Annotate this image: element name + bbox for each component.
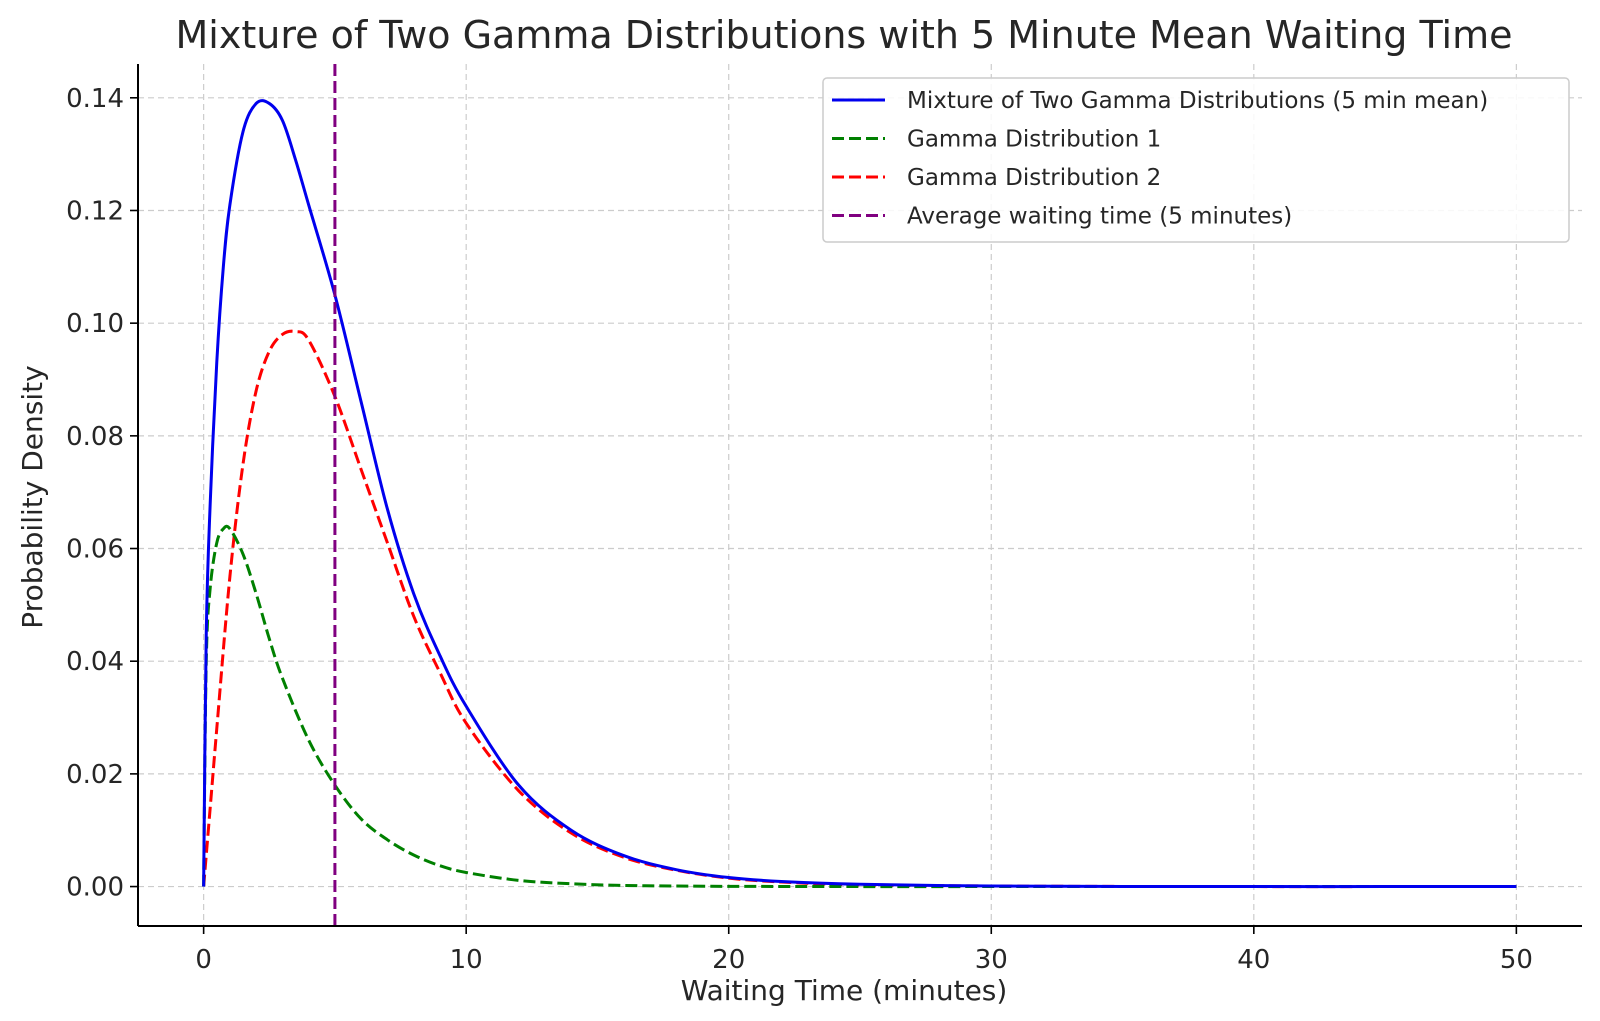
series-layer [202, 64, 1517, 926]
chart-title: Mixture of Two Gamma Distributions with … [176, 13, 1513, 57]
y-tick-label: 0.12 [66, 196, 124, 226]
legend-entry-label: Average waiting time (5 minutes) [907, 204, 1292, 230]
axes-layer [137, 64, 1582, 927]
legend-entry-label: Mixture of Two Gamma Distributions (5 mi… [907, 88, 1488, 114]
y-tick-label: 0.00 [66, 873, 124, 903]
legend-frame [822, 77, 1570, 243]
x-axis-label: Waiting Time (minutes) [681, 974, 1008, 1007]
y-tick-label: 0.06 [66, 535, 124, 565]
y-tick-label: 0.08 [66, 422, 124, 452]
x-tick-label: 10 [450, 945, 483, 975]
x-tick-label: 40 [1237, 945, 1270, 975]
y-axis-label: Probability Density [16, 365, 49, 628]
legend-entry-label: Gamma Distribution 2 [907, 165, 1161, 191]
series-line-mixture [202, 99, 1517, 889]
y-tick-label: 0.02 [66, 760, 124, 790]
x-tick-label: 0 [195, 945, 212, 975]
series-line-gamma-2 [202, 329, 1517, 889]
x-tick-label: 20 [712, 945, 745, 975]
series-line-gamma-1 [202, 524, 1517, 889]
legend-entry-label: Gamma Distribution 1 [907, 127, 1161, 153]
y-tick-label: 0.14 [66, 84, 124, 114]
legend: Mixture of Two Gamma Distributions (5 mi… [822, 77, 1570, 243]
x-tick-label: 30 [975, 945, 1008, 975]
y-tick-label: 0.04 [66, 647, 124, 677]
ticks-layer: 0 10 20 30 40 50 0.00 0.02 0.04 0.06 0.08 0.10 0.12 0… [66, 84, 1533, 975]
x-tick-label: 50 [1500, 945, 1533, 975]
y-tick-label: 0.10 [66, 309, 124, 339]
